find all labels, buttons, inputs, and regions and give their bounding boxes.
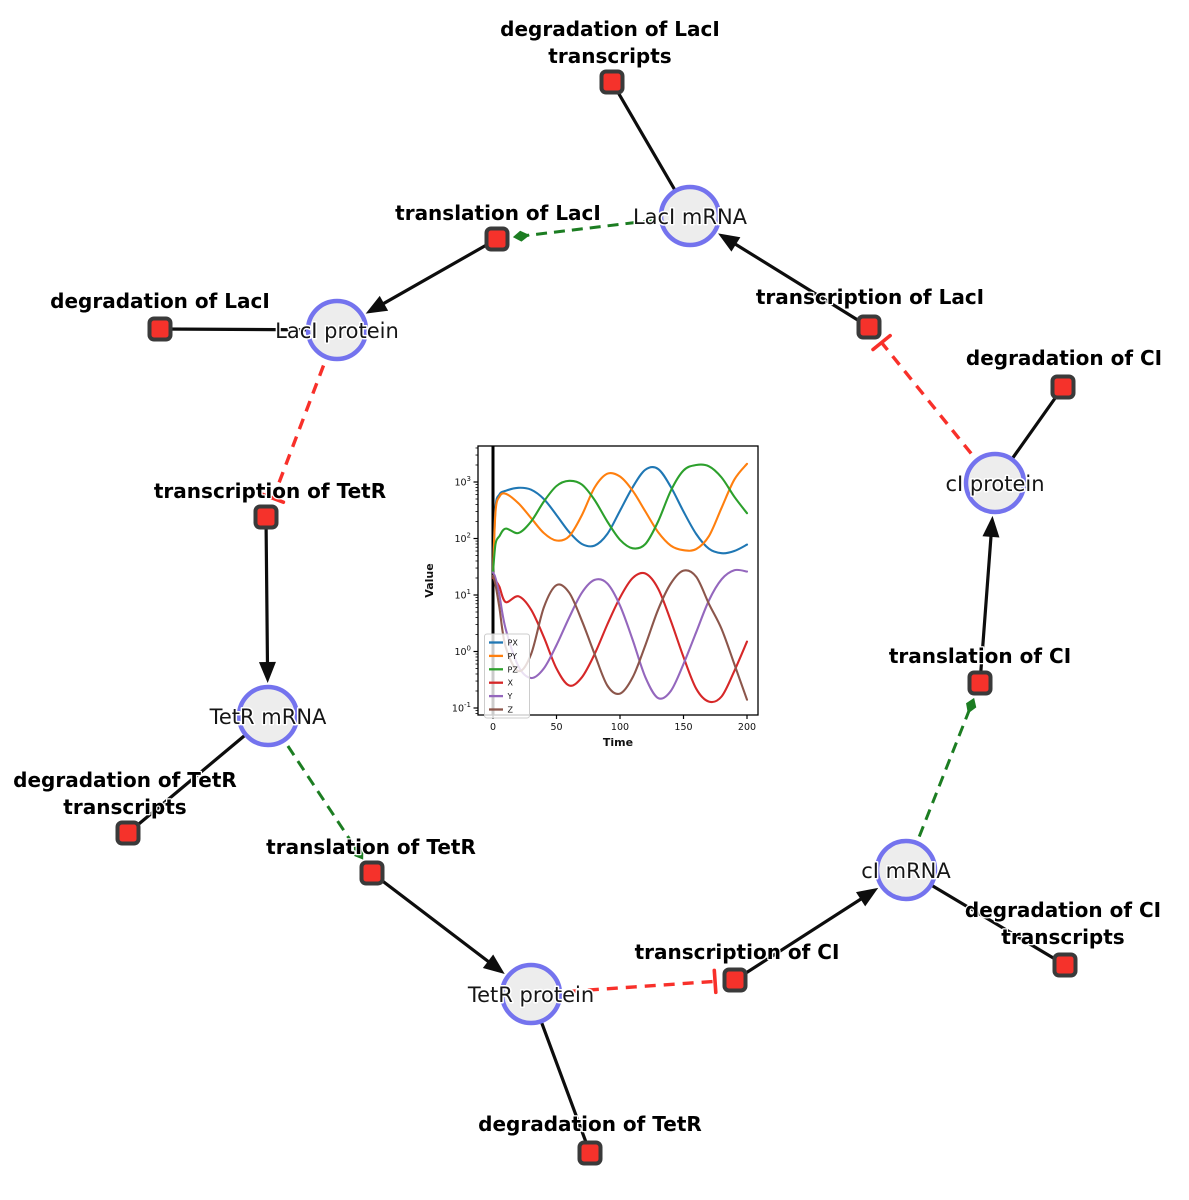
arrowhead-icon <box>718 233 741 252</box>
reaction-label-deg-tetr-line1: degradation of TetR <box>478 1112 702 1136</box>
plot-frame <box>477 445 759 716</box>
inhibition-dashed-line <box>530 979 716 996</box>
labels-layer: LacI mRNA LacI protein TetR mRNA TetR prote… <box>12 16 1163 1138</box>
edge-translation-tetr-to-tetr-protein <box>370 871 505 975</box>
reaction-label-deg-laci-transcripts-line2: transcripts <box>548 44 671 68</box>
y-axis-label: Value <box>423 563 436 597</box>
legend-label-PX: PX <box>508 639 519 648</box>
x-axis-label: Time <box>603 736 633 749</box>
production-line <box>370 871 497 969</box>
reaction-node-translation-laci[interactable] <box>484 226 510 252</box>
legend-label-Z: Z <box>508 706 514 715</box>
reaction-node-transcription-laci[interactable] <box>856 314 882 340</box>
reaction-label-translation-laci-line1: translation of LacI <box>395 201 601 225</box>
inhibition-tbar-icon <box>871 333 892 352</box>
species-label-ci-protein: cI protein <box>945 472 1044 496</box>
species-label-ci-mrna: cI mRNA <box>861 859 951 883</box>
edge-tetr-protein-to-transcription-ci <box>530 968 718 996</box>
species-node-ci-mrna[interactable] <box>874 838 938 902</box>
arrowhead-icon <box>982 515 1000 538</box>
inhibition-tbar-icon <box>261 492 286 505</box>
curve-PZ <box>491 463 749 574</box>
edge-ci-protein-to-transcription-laci <box>871 333 997 485</box>
edge-translation-laci-to-laci-protein <box>365 237 499 314</box>
legend-label-PY: PY <box>508 652 518 661</box>
reaction-label-translation-ci-line1: translation of CI <box>889 644 1071 668</box>
edge-transcription-ci-to-ci-mrna <box>733 887 879 982</box>
arrowhead-icon <box>365 295 389 314</box>
y-tick-label-4: 103 <box>454 475 471 489</box>
species-node-tetr-protein[interactable] <box>499 962 563 1026</box>
species-node-laci-protein[interactable] <box>305 298 369 362</box>
production-line <box>374 237 499 310</box>
y-tick-label-1: 100 <box>454 645 471 659</box>
arrowhead-icon <box>482 954 505 975</box>
modifier-arrowhead-icon <box>512 230 530 242</box>
nodes-layer <box>115 69 1078 1166</box>
reaction-node-deg-laci[interactable] <box>147 316 173 342</box>
reaction-node-deg-tetr-transcripts[interactable] <box>115 820 141 846</box>
x-tick-label-3: 150 <box>674 722 692 733</box>
arrowhead-icon <box>855 887 879 907</box>
legend-label-Y: Y <box>507 692 513 701</box>
x-tick-label-4: 200 <box>738 722 756 733</box>
production-line <box>264 515 270 673</box>
edge-translation-ci-to-ci-protein <box>978 515 1000 685</box>
reaction-label-deg-laci-transcripts-line1: degradation of LacI <box>500 17 720 41</box>
reaction-label-transcription-laci-line1: transcription of LacI <box>756 285 984 309</box>
species-node-ci-protein[interactable] <box>963 451 1027 515</box>
reaction-label-deg-tetr-transcripts-line2: transcripts <box>63 795 186 819</box>
reaction-label-translation-tetr-line1: translation of TetR <box>266 835 476 859</box>
inset-chart: 0 50 100 150 20010-1100101102103TimeValuePXP… <box>423 445 759 749</box>
legend: PX PY PZ XYZ <box>484 633 530 719</box>
modifier-arrowhead-icon <box>966 697 977 714</box>
edge-transcription-tetr-to-tetr-mrna <box>258 515 276 684</box>
reaction-label-deg-ci-line1: degradation of CI <box>966 346 1162 370</box>
reaction-label-deg-ci-transcripts-line2: transcripts <box>1001 925 1124 949</box>
reaction-label-deg-laci-line1: degradation of LacI <box>50 289 270 313</box>
production-line <box>733 892 870 982</box>
reaction-node-transcription-ci[interactable] <box>722 967 748 993</box>
inhibition-tbar-icon <box>712 968 718 995</box>
edge-laci-protein-to-transcription-tetr <box>261 329 339 505</box>
curve-X <box>491 571 749 704</box>
x-tick-label-2: 100 <box>611 722 629 733</box>
production-line <box>978 526 994 685</box>
x-tick-label-0: 0 <box>490 722 496 733</box>
species-node-tetr-mrna[interactable] <box>236 684 300 748</box>
modifier-arrowhead-icon <box>353 845 364 860</box>
species-label-laci-protein: LacI protein <box>275 319 399 343</box>
y-tick-label-3: 102 <box>454 532 471 546</box>
species-label-tetr-mrna: TetR mRNA <box>209 705 327 729</box>
species-node-laci-mrna[interactable] <box>658 184 722 248</box>
reaction-label-transcription-tetr-line1: transcription of TetR <box>154 479 386 503</box>
reaction-node-transcription-tetr[interactable] <box>253 504 279 530</box>
y-tick-label-0: 10-1 <box>452 701 471 715</box>
reaction-node-deg-tetr[interactable] <box>577 1140 603 1166</box>
arrowhead-icon <box>258 661 276 684</box>
reaction-node-translation-ci[interactable] <box>967 670 993 696</box>
species-label-tetr-protein: TetR protein <box>467 983 594 1007</box>
reaction-node-deg-laci-transcripts[interactable] <box>599 69 625 95</box>
reaction-node-deg-ci-transcripts[interactable] <box>1052 952 1078 978</box>
y-tick-label-2: 101 <box>454 588 471 602</box>
edge-transcription-laci-to-laci-mrna <box>718 233 871 329</box>
production-line <box>726 238 871 329</box>
reaction-label-deg-tetr-transcripts-line1: degradation of TetR <box>13 768 237 792</box>
curve-PX <box>491 466 749 574</box>
reaction-node-deg-ci[interactable] <box>1050 374 1076 400</box>
species-label-laci-mrna: LacI mRNA <box>633 205 748 229</box>
reaction-label-deg-ci-transcripts-line1: degradation of CI <box>965 898 1161 922</box>
legend-label-PZ: PZ <box>508 665 519 674</box>
x-tick-label-1: 50 <box>550 722 562 733</box>
reaction-label-transcription-ci-line1: transcription of CI <box>635 940 840 964</box>
reaction-node-translation-tetr[interactable] <box>359 860 385 886</box>
curve-PY <box>491 462 749 574</box>
legend-label-X: X <box>508 679 514 688</box>
